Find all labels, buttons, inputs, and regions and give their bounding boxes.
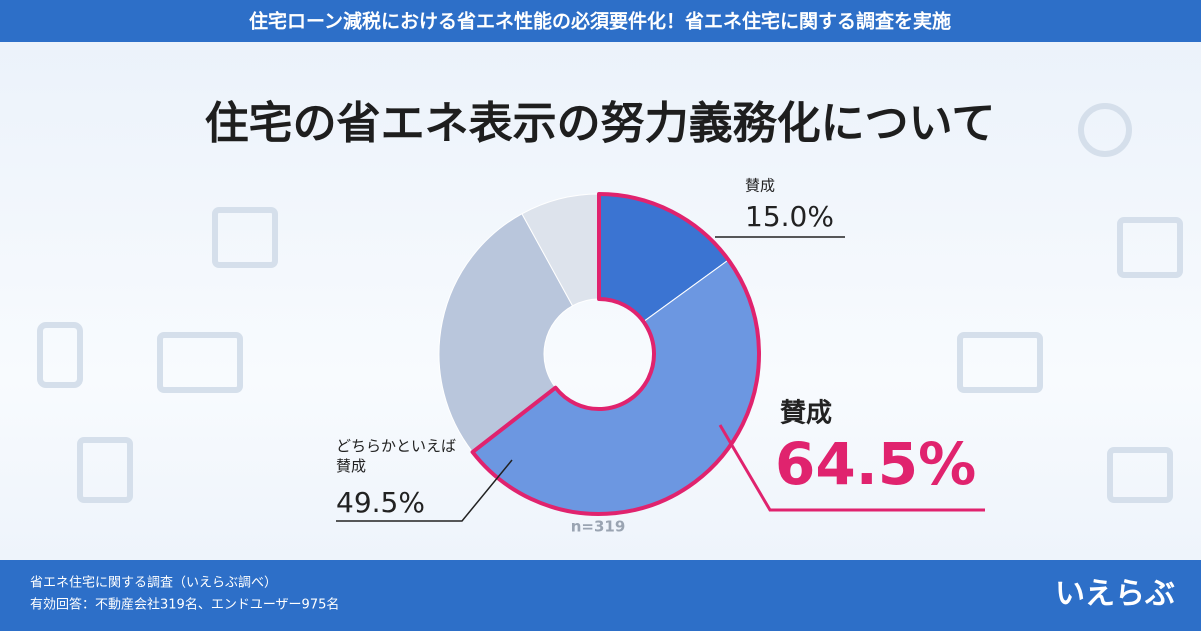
chart-title: 住宅の省エネ表示の努力義務化について [205, 98, 996, 149]
footer-source: 省エネ住宅に関する調査（いえらぶ調べ） [30, 576, 277, 591]
header-bar [0, 0, 1201, 42]
highlight-label: 賛成 [780, 399, 832, 429]
leader-line [336, 459, 513, 522]
banner: 住宅ローン減税における省エネ性能の必須要件化！省エネ住宅に関する調査を実施 [249, 10, 951, 33]
highlight-outline [470, 192, 761, 516]
logo: いえらぶ [1055, 577, 1175, 612]
category-label: どちらかといえば賛成 [336, 437, 457, 475]
background-icons [37, 103, 1183, 503]
highlight-leader [718, 424, 985, 512]
footer-respondents: 有効回答：不動産会社319名、エンドユーザー975名 [30, 597, 339, 613]
value-label: 15.0% [745, 200, 834, 233]
footer-bar [0, 560, 1201, 631]
highlight-value: 64.5% [775, 430, 976, 498]
value-label: 49.5% [336, 486, 425, 519]
sample-size: n=319 [571, 518, 626, 536]
donut-segment [438, 213, 574, 453]
category-label: 賛成 [745, 177, 775, 195]
